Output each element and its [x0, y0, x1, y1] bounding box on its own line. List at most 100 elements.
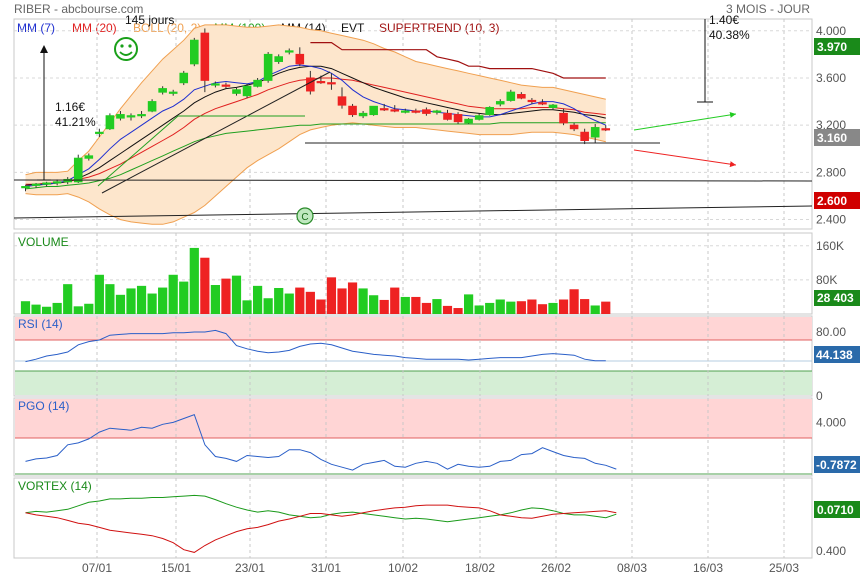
candle — [284, 48, 294, 55]
candle — [485, 106, 494, 116]
candle — [116, 111, 125, 121]
candle — [348, 103, 357, 117]
volume-bar — [158, 287, 168, 314]
mm100-line — [25, 122, 606, 190]
candle — [42, 181, 51, 187]
mm14-line — [25, 65, 606, 186]
candle — [569, 122, 579, 132]
volume-bar — [115, 294, 126, 314]
legend-mm20: MM (20) — [72, 21, 117, 35]
event-marker-icon[interactable]: C — [296, 207, 314, 225]
pgo-line — [25, 413, 617, 471]
volume-bar — [358, 288, 368, 314]
bollinger-upper-line — [25, 24, 606, 176]
volume-bar — [390, 287, 400, 314]
volume-bar — [506, 301, 516, 314]
candle — [453, 112, 463, 124]
volume-bar — [126, 288, 136, 314]
candle — [105, 113, 115, 130]
x-tick-label: 18/02 — [465, 561, 495, 575]
candle — [538, 99, 547, 106]
candle — [548, 103, 558, 110]
candle — [559, 108, 568, 126]
candle — [517, 92, 526, 100]
volume-bar — [590, 305, 600, 314]
x-tick-label: 07/01 — [82, 561, 112, 575]
candle — [263, 52, 273, 83]
candle — [137, 111, 146, 119]
volume-bar — [263, 298, 273, 314]
volume-bar — [305, 291, 315, 314]
volume-bar — [516, 301, 526, 314]
price-y-tick: 3.600 — [816, 71, 846, 85]
chart-title: RIBER - abcbourse.com — [14, 2, 144, 16]
x-tick-label: 15/01 — [161, 561, 191, 575]
candle — [221, 82, 231, 89]
volume-bar — [400, 296, 410, 314]
x-tick-label: 08/03 — [617, 561, 647, 575]
volume-bar — [569, 289, 579, 314]
event-marker-label: C — [301, 212, 308, 223]
x-tick-label: 10/02 — [388, 561, 418, 575]
smiley-icon — [114, 37, 138, 61]
x-tick-label: 31/01 — [311, 561, 341, 575]
candle — [73, 154, 83, 183]
svg-text:0.0710: 0.0710 — [817, 503, 854, 517]
candle — [432, 109, 442, 115]
right-measure-line2: 40.38% — [709, 28, 750, 42]
volume-y-tick: 160K — [816, 239, 844, 253]
volume-bar — [411, 296, 421, 314]
volume-bar — [369, 295, 379, 314]
candle — [84, 153, 94, 161]
svg-text:44.138: 44.138 — [816, 348, 853, 362]
volume-bar — [421, 302, 431, 314]
candle — [369, 105, 378, 116]
volume-bar — [495, 299, 505, 314]
svg-text:3.160: 3.160 — [817, 131, 847, 145]
annotations — [13, 19, 813, 219]
volume-bar — [284, 293, 294, 314]
legend-supertrend: SUPERTREND (10, 3) — [379, 21, 500, 35]
candle — [274, 54, 283, 64]
x-tick-label: 23/01 — [235, 561, 265, 575]
volume-bar — [474, 305, 484, 314]
candle — [527, 98, 537, 104]
candle — [422, 107, 431, 116]
candle — [474, 113, 484, 121]
pgo-title: PGO (14) — [18, 399, 69, 413]
volume-bar — [42, 306, 52, 314]
svg-text:3.970: 3.970 — [817, 40, 847, 54]
legend-boll: BOLL (20, 2) — [133, 21, 202, 35]
volume-bar — [464, 294, 474, 314]
candle — [327, 73, 336, 90]
volume-bar — [63, 284, 73, 314]
x-tick-label: 26/02 — [541, 561, 571, 575]
vortex-badge: 0.0710 — [814, 501, 860, 518]
volume-bar — [105, 284, 115, 314]
svg-text:-0.7872: -0.7872 — [816, 458, 857, 472]
candle — [506, 89, 516, 102]
candle — [126, 113, 136, 121]
legend-evt: EVT — [341, 21, 365, 35]
candle — [580, 128, 589, 145]
candle — [379, 103, 389, 112]
volume-bar — [548, 302, 558, 314]
volume-bar — [168, 274, 178, 314]
volume-bar — [379, 299, 389, 314]
candle — [253, 77, 262, 88]
volume-bar — [274, 287, 284, 314]
volume-bar — [200, 257, 210, 314]
period-label: 3 MOIS - JOUR — [725, 2, 810, 16]
candle — [242, 83, 252, 99]
mm7-line — [25, 64, 607, 187]
mm20-line — [25, 77, 606, 185]
volume-bar — [316, 299, 326, 314]
candle — [495, 99, 505, 107]
volume-bar — [253, 285, 263, 314]
volume-bar — [189, 247, 199, 314]
volume-bar — [221, 278, 231, 314]
volume-y-tick: 80K — [816, 273, 837, 287]
candle — [21, 185, 30, 192]
volume-bar — [210, 285, 220, 314]
